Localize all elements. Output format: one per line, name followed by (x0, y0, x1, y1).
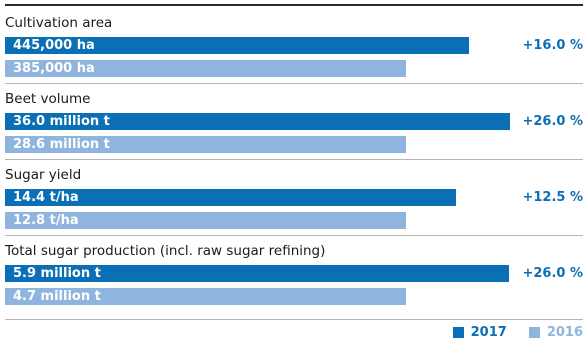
change-label: +12.5 % (522, 190, 583, 205)
legend-label-current: 2017 (470, 324, 507, 340)
legend-item-previous: 2016 (528, 324, 583, 340)
bar-previous: 12.8 t/ha (5, 212, 407, 229)
legend-label-previous: 2016 (546, 324, 583, 340)
bar-previous: 28.6 million t (5, 136, 407, 153)
group-separator (5, 235, 583, 236)
change-label: +26.0 % (522, 114, 583, 129)
bar-label-previous: 28.6 million t (13, 137, 110, 152)
group-label: Total sugar production (incl. raw sugar … (5, 243, 326, 259)
bar-label-previous: 12.8 t/ha (13, 213, 79, 228)
bar-previous: 385,000 ha (5, 60, 407, 77)
bar-previous: 4.7 million t (5, 288, 407, 305)
chart-group: Sugar yield 14.4 t/ha 12.8 t/ha +12.5 % (0, 159, 583, 235)
bar-current: 5.9 million t (5, 265, 509, 282)
legend-item-current: 2017 (452, 324, 507, 340)
chart-group: Cultivation area 445,000 ha 385,000 ha +16.… (0, 7, 583, 83)
chart-group: Beet volume 36.0 million t 28.6 million t +… (0, 83, 583, 159)
bar-label-current: 14.4 t/ha (13, 190, 79, 205)
group-separator (5, 159, 583, 160)
top-rule (5, 4, 583, 6)
group-label: Sugar yield (5, 167, 82, 183)
change-label: +16.0 % (522, 38, 583, 53)
legend-swatch-previous (528, 326, 540, 338)
bar-label-previous: 4.7 million t (13, 289, 101, 304)
group-label: Beet volume (5, 91, 91, 107)
bar-label-previous: 385,000 ha (13, 61, 95, 76)
group-label: Cultivation area (5, 15, 113, 31)
bar-label-current: 36.0 million t (13, 114, 110, 129)
bar-current: 445,000 ha (5, 37, 469, 54)
chart-group: Total sugar production (incl. raw sugar … (0, 235, 583, 311)
legend-swatch-current (452, 326, 464, 338)
group-separator (5, 83, 583, 84)
change-label: +26.0 % (522, 266, 583, 281)
bar-label-current: 445,000 ha (13, 38, 95, 53)
bar-current: 36.0 million t (5, 113, 510, 130)
bar-current: 14.4 t/ha (5, 189, 457, 206)
bar-label-current: 5.9 million t (13, 266, 101, 281)
legend: 2017 2016 (431, 324, 583, 340)
bottom-rule (5, 319, 583, 320)
